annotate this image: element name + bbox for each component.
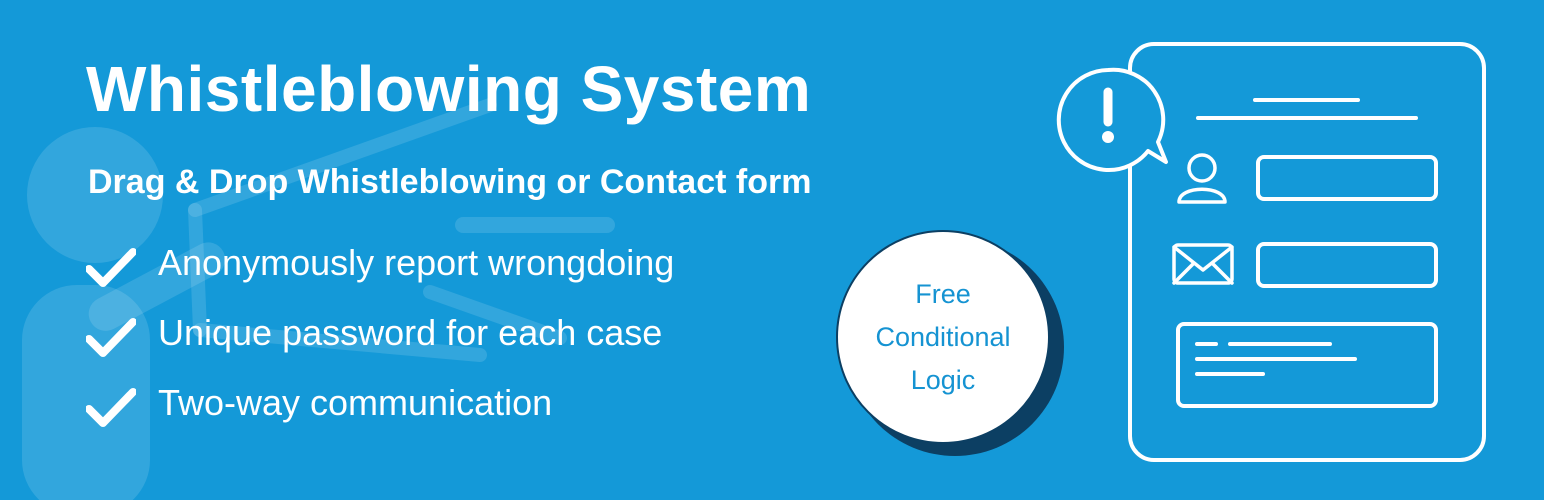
badge-line-conditional: Conditional: [875, 321, 1011, 352]
feature-text: Unique password for each case: [158, 312, 663, 353]
form-document-icon: [1056, 42, 1486, 462]
user-icon: [1177, 153, 1227, 204]
checkmark-icon: [86, 388, 136, 427]
feature-text: Anonymously report wrongdoing: [158, 242, 675, 283]
conditional-logic-badge: Free Conditional Logic: [836, 230, 1050, 444]
page-title: Whistleblowing System: [86, 53, 812, 125]
subtitle: Drag & Drop Whistleblowing or Contact fo…: [88, 163, 812, 201]
badge-line-free: Free: [915, 278, 971, 309]
badge-line-logic: Logic: [910, 364, 976, 395]
checkmark-icon: [86, 318, 136, 357]
feature-text: Two-way communication: [158, 382, 553, 423]
exclamation-speech-bubble-icon: [1056, 67, 1168, 172]
envelope-icon: [1172, 243, 1234, 285]
checkmark-icon: [86, 248, 136, 287]
